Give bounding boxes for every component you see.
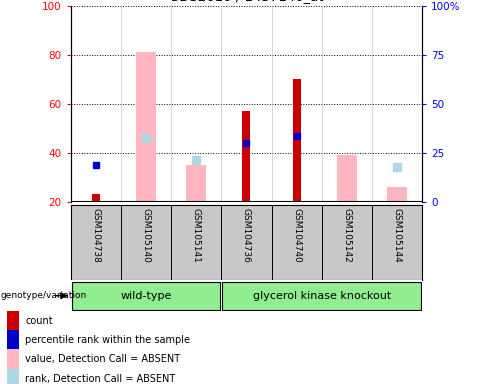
Bar xyxy=(223,282,421,310)
Bar xyxy=(7,349,20,369)
Bar xyxy=(243,111,250,202)
Text: value, Detection Call = ABSENT: value, Detection Call = ABSENT xyxy=(25,354,180,364)
Bar xyxy=(7,330,20,350)
Bar xyxy=(7,311,20,331)
Bar xyxy=(387,187,407,202)
Text: wild-type: wild-type xyxy=(121,291,172,301)
Bar xyxy=(337,155,357,202)
Text: glycerol kinase knockout: glycerol kinase knockout xyxy=(253,291,391,301)
Bar xyxy=(72,282,221,310)
Text: count: count xyxy=(25,316,53,326)
Text: percentile rank within the sample: percentile rank within the sample xyxy=(25,335,190,345)
Text: GSM105144: GSM105144 xyxy=(392,208,402,262)
Text: GSM105142: GSM105142 xyxy=(342,208,351,262)
Bar xyxy=(293,79,301,202)
Bar xyxy=(186,165,206,202)
Text: GSM105140: GSM105140 xyxy=(142,208,151,263)
Title: GDS2610 / 1437140_at: GDS2610 / 1437140_at xyxy=(169,0,324,3)
Text: GSM104738: GSM104738 xyxy=(91,208,101,263)
Bar xyxy=(136,52,156,202)
Bar xyxy=(7,369,20,384)
Text: GSM104736: GSM104736 xyxy=(242,208,251,263)
Bar xyxy=(92,194,100,202)
Text: GSM104740: GSM104740 xyxy=(292,208,301,262)
Text: GSM105141: GSM105141 xyxy=(192,208,201,263)
Text: genotype/variation: genotype/variation xyxy=(1,291,87,300)
Text: rank, Detection Call = ABSENT: rank, Detection Call = ABSENT xyxy=(25,374,175,384)
